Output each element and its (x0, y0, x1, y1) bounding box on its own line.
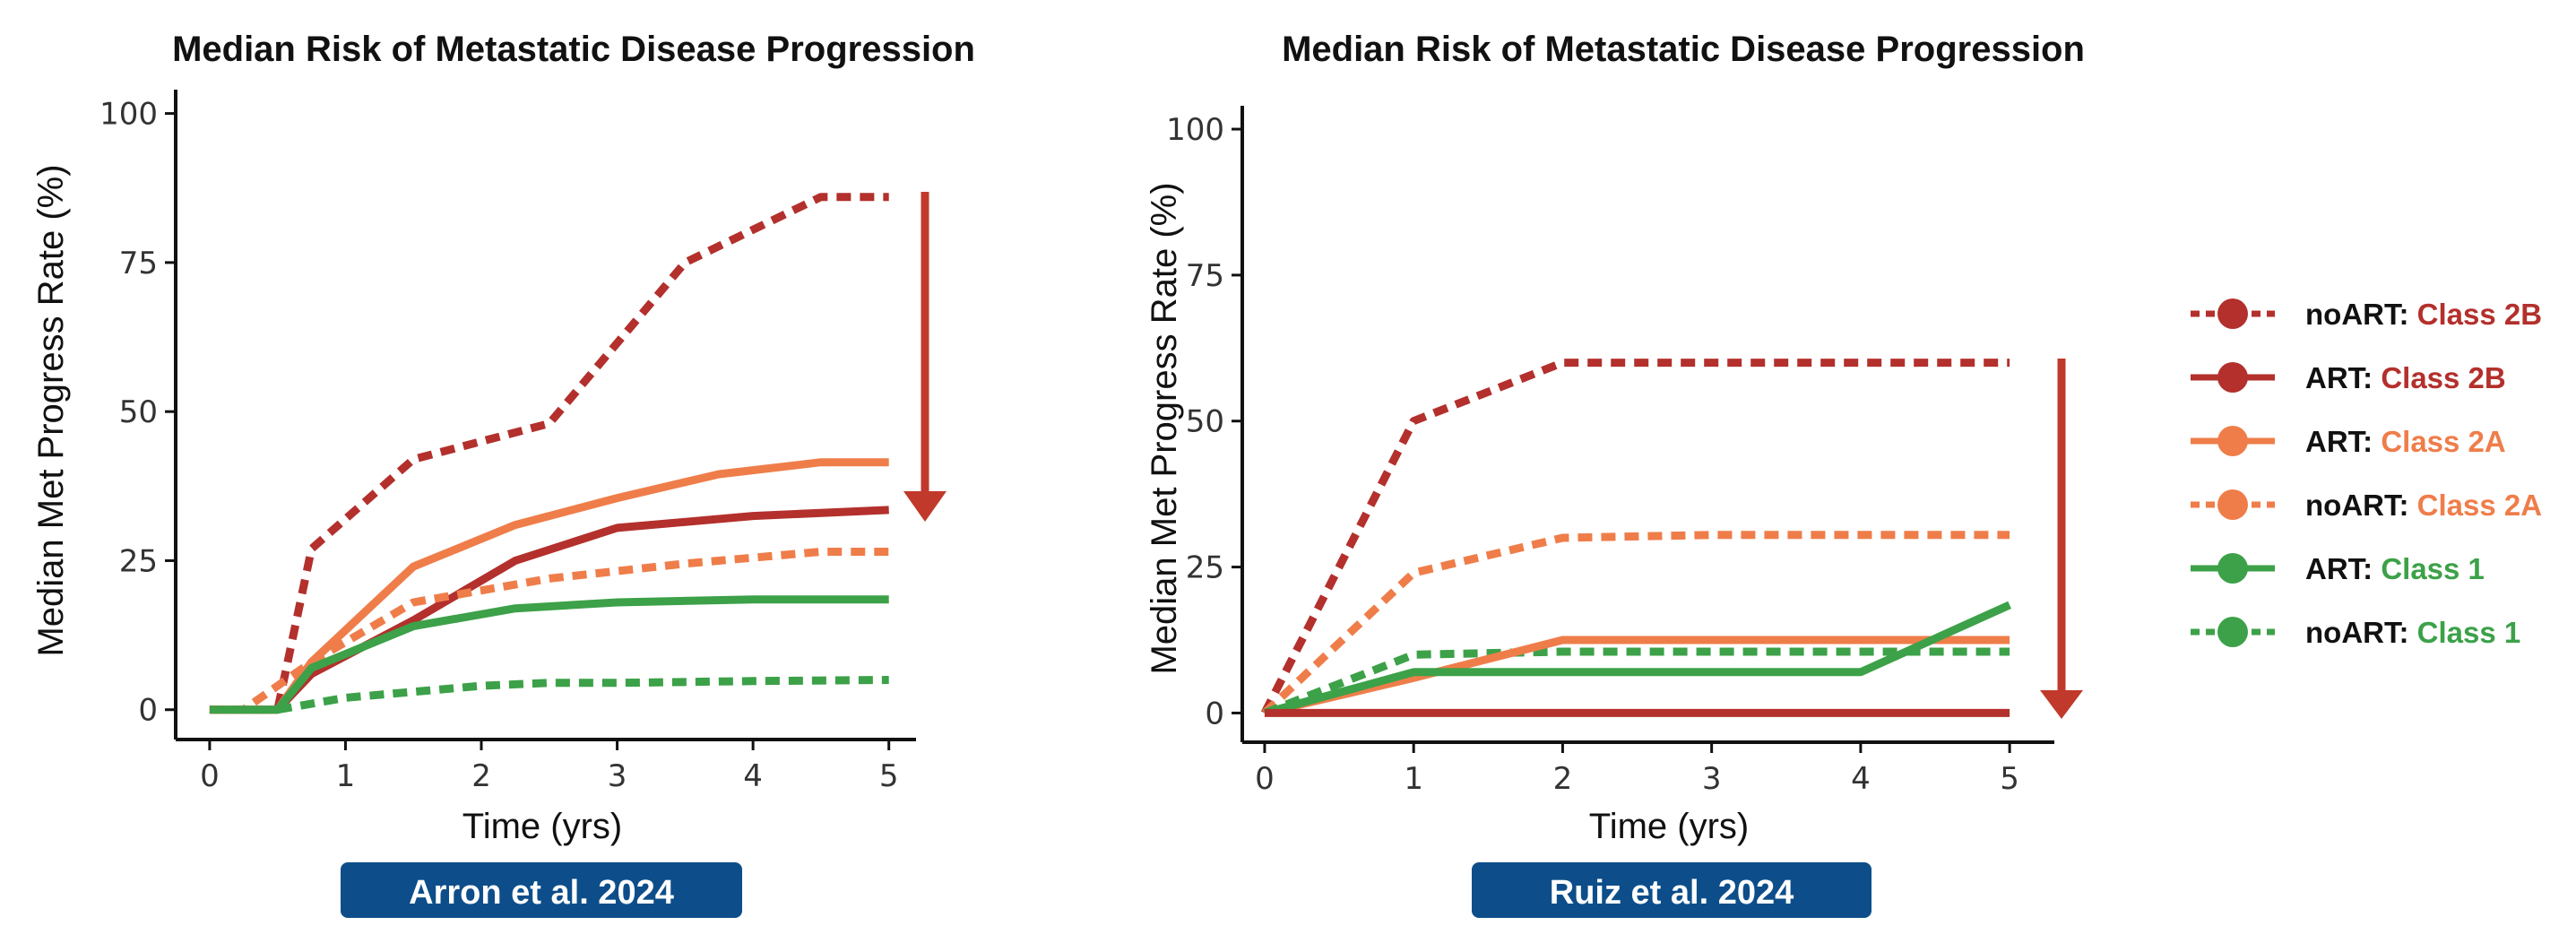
legend-marker-icon (2217, 489, 2248, 520)
tick-group: 0 25 50 75 100 0 1 2 3 4 5 (1166, 112, 2019, 797)
x-tick-label: 4 (743, 758, 763, 794)
series-line (209, 193, 889, 714)
series-line (1263, 636, 2010, 717)
y-tick-label: 100 (1166, 112, 1224, 148)
legend-item: noART: Class 2A (2191, 489, 2542, 522)
down-arrow (2040, 359, 2083, 719)
y-tick-label: 75 (119, 246, 158, 281)
legend-item: ART: Class 1 (2191, 552, 2485, 585)
legend-label: noART: Class 2B (2305, 298, 2542, 331)
y-tick-label: 75 (1186, 258, 1224, 294)
y-tick-label: 100 (99, 97, 158, 133)
series-line (1261, 531, 2010, 716)
series-line (1263, 601, 2011, 717)
legend-marker-icon (2217, 617, 2248, 647)
series-group (209, 193, 889, 714)
legend-class-label: Class 2B (2381, 361, 2505, 394)
series-line (209, 548, 889, 714)
legend-label: noART: Class 2A (2305, 489, 2542, 522)
series-line (1260, 359, 2010, 715)
chart-title: Median Risk of Metastatic Disease Progre… (1282, 30, 2085, 69)
series-line (209, 595, 889, 714)
down-arrow (903, 192, 947, 522)
legend-class-label: Class 2A (2381, 425, 2505, 458)
x-tick-label: 2 (1553, 761, 1573, 797)
x-axis-title: Time (yrs) (462, 807, 622, 846)
series-line (276, 676, 889, 714)
arrow-head (903, 491, 947, 522)
y-axis-title: Median Met Progress Rate (%) (31, 164, 71, 656)
legend-class-label: Class 2B (2417, 298, 2542, 331)
series-group (1260, 359, 2011, 717)
legend-prefix: noART: (2305, 616, 2417, 649)
badge-background (341, 862, 742, 918)
y-axis-title: Median Met Progress Rate (%) (1145, 182, 1184, 674)
badge-label: Ruiz et al. 2024 (1550, 874, 1794, 912)
y-tick-label: 0 (1205, 696, 1224, 731)
legend-marker-icon (2217, 362, 2248, 393)
x-tick-label: 3 (1702, 761, 1722, 797)
legend-label: ART: Class 2A (2305, 425, 2506, 458)
x-tick-label: 4 (1851, 761, 1871, 797)
badge-background (1472, 862, 1871, 918)
citation-badge: Ruiz et al. 2024 (1472, 862, 1871, 918)
x-tick-label: 5 (2000, 761, 2019, 797)
legend-item: noART: Class 2B (2191, 298, 2542, 331)
legend-class-label: Class 1 (2417, 616, 2521, 649)
legend-marker-icon (2217, 426, 2248, 456)
legend-prefix: ART: (2305, 361, 2381, 394)
legend-item: noART: Class 1 (2191, 616, 2520, 649)
x-tick-label: 3 (608, 758, 627, 794)
legend-prefix: ART: (2305, 552, 2381, 585)
x-axis-title: Time (yrs) (1589, 807, 1749, 846)
y-tick-label: 50 (1186, 404, 1224, 440)
tick-group: 0 25 50 75 100 0 1 2 3 4 5 (99, 97, 898, 794)
chart-ruiz: Median Risk of Metastatic Disease Progre… (1145, 30, 2085, 918)
y-tick-label: 25 (1186, 550, 1224, 586)
x-tick-label: 0 (1255, 761, 1275, 797)
x-tick-label: 2 (471, 758, 491, 794)
y-tick-label: 50 (119, 394, 158, 430)
legend-label: ART: Class 2B (2305, 361, 2506, 394)
legend-prefix: ART: (2305, 425, 2381, 458)
legend-item: ART: Class 2B (2191, 361, 2506, 394)
legend-class-label: Class 2A (2417, 489, 2542, 522)
y-tick-label: 25 (119, 543, 158, 579)
citation-badge: Arron et al. 2024 (341, 862, 742, 918)
legend-label: noART: Class 1 (2305, 616, 2520, 649)
x-tick-label: 1 (336, 758, 356, 794)
x-tick-label: 5 (879, 758, 899, 794)
chart-title: Median Risk of Metastatic Disease Progre… (172, 30, 975, 69)
legend-item: ART: Class 2A (2191, 425, 2506, 458)
legend-marker-icon (2217, 553, 2248, 584)
series-line (1263, 647, 2010, 717)
legend-marker-icon (2217, 298, 2248, 329)
legend-class-label: Class 1 (2381, 552, 2485, 585)
chart-arron: Median Risk of Metastatic Disease Progre… (31, 30, 975, 918)
legend-label: ART: Class 1 (2305, 552, 2485, 585)
x-tick-label: 0 (200, 758, 220, 794)
y-tick-label: 0 (138, 693, 158, 729)
x-tick-label: 1 (1404, 761, 1423, 797)
badge-label: Arron et al. 2024 (409, 874, 674, 912)
arrow-head (2040, 690, 2083, 719)
legend-prefix: noART: (2305, 298, 2417, 331)
legend-prefix: noART: (2305, 489, 2417, 522)
